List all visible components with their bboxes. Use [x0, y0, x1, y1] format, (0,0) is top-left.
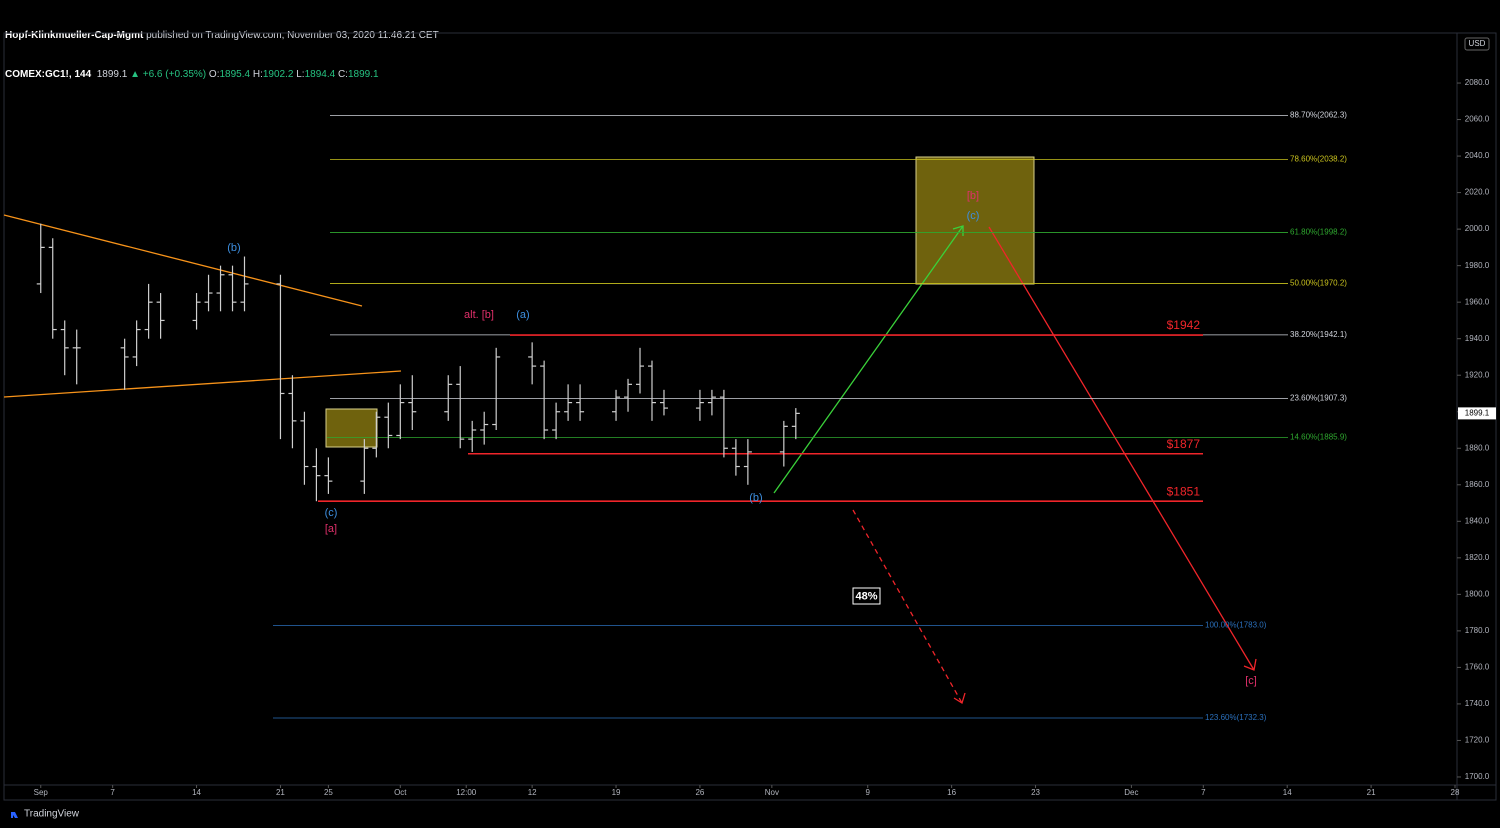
ohlc-value: 1895.4 — [219, 69, 251, 80]
change: ▲ +6.6 (+0.35%) — [130, 69, 207, 80]
fib-label: 78.60%(2038.2) — [1290, 154, 1347, 163]
ohlc-value: 1894.4 — [304, 69, 336, 80]
y-tick-label: 1940.0 — [1465, 334, 1490, 343]
level-label: $1851 — [1167, 484, 1201, 498]
x-tick-label: 14 — [192, 788, 201, 797]
currency: USD — [1469, 39, 1486, 48]
wave-label: (c) — [967, 210, 980, 222]
y-tick-label: 2020.0 — [1465, 188, 1490, 197]
currency-box — [1464, 37, 1490, 51]
fib-label: 88.70%(2062.3) — [1290, 110, 1347, 119]
x-tick-label: 12 — [528, 788, 537, 797]
y-tick-label: 2000.0 — [1465, 224, 1490, 233]
wave-label: [a] — [325, 523, 337, 535]
y-tick-label: 2040.0 — [1465, 151, 1490, 160]
y-tick-label: 1760.0 — [1465, 663, 1490, 672]
wave-label: (a) — [516, 309, 529, 321]
x-tick-label: 21 — [1367, 788, 1376, 797]
price-tag — [1458, 407, 1496, 420]
header-line: Hopf-Klinkmueller-Cap-Mgmt published on … — [5, 29, 439, 42]
trend-line — [3, 214, 363, 307]
y-tick-label: 1740.0 — [1465, 699, 1490, 708]
fib-label: 23.60%(1907.3) — [1290, 394, 1347, 403]
x-tick-label: Sep — [34, 788, 49, 797]
x-tick-label: 23 — [1031, 788, 1040, 797]
ohlc-label: C: — [337, 69, 348, 80]
quote-line: COMEX:GC1!, 144 1899.1 ▲ +6.6 (+0.35%) O… — [5, 68, 439, 81]
arrow — [773, 225, 964, 494]
header: Hopf-Klinkmueller-Cap-Mgmt published on … — [5, 3, 439, 94]
wave-label: alt. [b] — [464, 309, 494, 321]
drawings: 48% 88.70%(2062.3) 78.60%(2038.2) 61.80%(1… — [3, 110, 1347, 722]
y-tick-label: 1700.0 — [1465, 772, 1490, 781]
wave-labels: (b) (c) [a] alt. [b] (a) (b) [b] (c) [c] — [227, 190, 1257, 687]
x-tick-label: 16 — [947, 788, 956, 797]
brand: TradingView — [24, 809, 80, 820]
wave-label: (c) — [325, 507, 338, 519]
x-tick-label: 25 — [324, 788, 333, 797]
x-tick-label: 28 — [1451, 788, 1460, 797]
arrow-head — [953, 692, 966, 705]
level-label: $1877 — [1167, 437, 1201, 451]
x-tick-label: 21 — [276, 788, 285, 797]
footer: TradingView — [5, 809, 80, 820]
y-tick-label: 1960.0 — [1465, 297, 1490, 306]
author: Hopf-Klinkmueller-Cap-Mgmt — [5, 30, 144, 41]
x-tick-label: 7 — [1201, 788, 1206, 797]
fib-label: 14.60%(1885.9) — [1290, 433, 1347, 442]
y-tick-label: 1800.0 — [1465, 589, 1490, 598]
target-box — [915, 156, 1035, 285]
y-tick-label: 1980.0 — [1465, 261, 1490, 270]
wave-label: [c] — [1245, 675, 1257, 687]
level-label: $1942 — [1167, 318, 1201, 332]
y-tick-label: 1880.0 — [1465, 443, 1490, 452]
y-tick-label: 1720.0 — [1465, 736, 1490, 745]
dashed-arrow — [852, 509, 963, 704]
fib-label: 123.60%(1732.3) — [1205, 713, 1267, 722]
x-tick-label: 26 — [695, 788, 704, 797]
ohlc-label: O: — [208, 69, 220, 80]
ohlc-label: H: — [252, 69, 263, 80]
price-tag-label: 1899.1 — [1465, 408, 1490, 417]
y-tick-label: 1860.0 — [1465, 480, 1490, 489]
arrow — [988, 226, 1255, 671]
last: 1899.1 — [96, 69, 128, 80]
chart-border — [3, 32, 1497, 801]
x-tick-label: 7 — [110, 788, 115, 797]
y-tick-label: 1920.0 — [1465, 370, 1490, 379]
x-tick-label: 19 — [612, 788, 621, 797]
target-box — [325, 408, 378, 448]
y-tick-label: 2060.0 — [1465, 115, 1490, 124]
y-tick-label: 1840.0 — [1465, 516, 1490, 525]
trend-line — [3, 370, 402, 398]
published: published on TradingView.com, November 0… — [146, 30, 439, 41]
x-tick-label: Oct — [394, 788, 407, 797]
y-tick-label: 1820.0 — [1465, 553, 1490, 562]
probability: 48% — [855, 590, 877, 602]
fib-label: 38.20%(1942.1) — [1290, 330, 1347, 339]
wave-label: [b] — [967, 190, 979, 202]
x-tick-label: 9 — [865, 788, 870, 797]
x-tick-label: 14 — [1283, 788, 1292, 797]
x-tick-label: Dec — [1124, 788, 1138, 797]
arrow-head — [1243, 658, 1257, 671]
wave-label: (b) — [227, 242, 240, 254]
logo — [5, 812, 18, 818]
fib-label: 100.00%(1783.0) — [1205, 621, 1267, 630]
symbol: COMEX:GC1!, 144 — [5, 69, 92, 80]
wave-label: (b) — [749, 492, 762, 504]
x-tick-label: 12:00 — [456, 788, 477, 797]
x-tick-label: Nov — [765, 788, 779, 797]
ohlc-label: L: — [296, 69, 305, 80]
fib-label: 50.00%(1970.2) — [1290, 279, 1347, 288]
probability-box — [852, 587, 881, 605]
y-tick-label: 1780.0 — [1465, 626, 1490, 635]
fib-label: 61.80%(1998.2) — [1290, 228, 1347, 237]
ohlc-value: 1899.1 — [347, 69, 379, 80]
y-tick-label: 2080.0 — [1465, 78, 1490, 87]
ohlc-value: 1902.2 — [262, 69, 294, 80]
